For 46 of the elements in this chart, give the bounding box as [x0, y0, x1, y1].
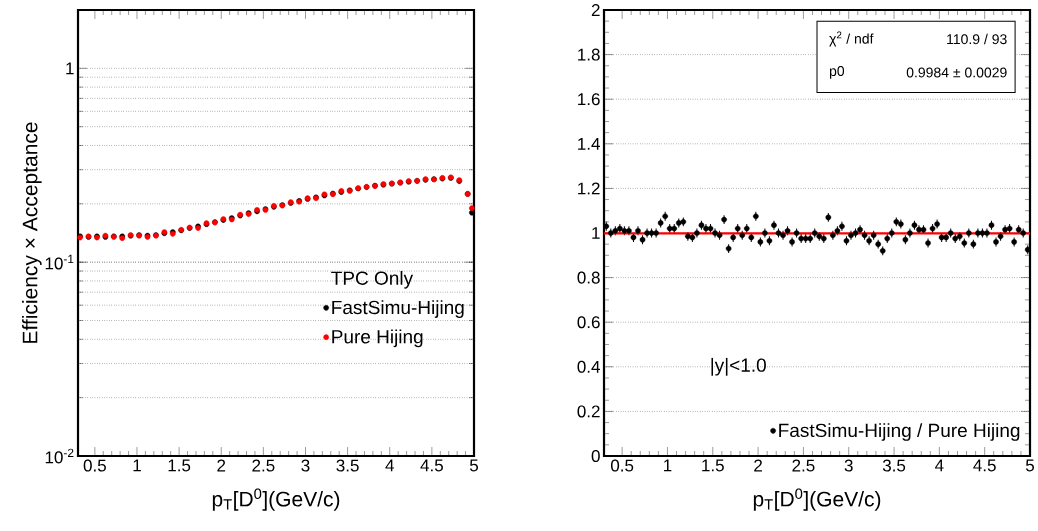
legend-label: FastSimu-Hijing: [332, 300, 464, 318]
x-tick-label: 4: [385, 459, 394, 472]
x-tick-label: 3: [301, 459, 310, 472]
legend-label: FastSimu-Hijing / Pure Hijing: [779, 423, 1020, 441]
x-tick-label: 4.5: [973, 459, 996, 472]
x-tick-label: 2.5: [252, 459, 275, 472]
annotation: χ$^{2}$ / ndf: [829, 31, 874, 47]
y-tick-label: 10$^{-2}$: [45, 448, 74, 464]
x-tick-label: 3.5: [882, 459, 906, 472]
annotation: 110.9 / 93: [947, 33, 1007, 45]
y-tick-label: 1: [66, 62, 74, 75]
y-tick-label: 1: [592, 227, 600, 239]
x-tick-label: 1.5: [702, 459, 724, 472]
y-tick-label: 0: [591, 449, 600, 463]
annotation: |y|<1.0: [711, 357, 766, 376]
x-tick-label: 2: [754, 459, 762, 472]
annotation: p0: [829, 66, 845, 79]
y-tick-label: 10$^{-1}$: [45, 254, 74, 270]
legend-label: Pure Hijing: [332, 329, 423, 348]
y-tick-label: 2: [591, 4, 600, 16]
x-tick-label: 3: [844, 459, 853, 472]
x-tick-label: 3.5: [336, 459, 359, 472]
y-tick-label: 1.6: [578, 93, 600, 106]
x-tick-label: 1: [664, 459, 672, 472]
y-tick-label: 0.4: [577, 360, 600, 373]
x-tick-label: 4: [935, 459, 944, 472]
x-tick-label: 1.5: [168, 459, 191, 472]
y-tick-label: 1.2: [578, 182, 600, 195]
x-tick-label: 1: [133, 459, 141, 472]
x-tick-label: 5: [1025, 459, 1035, 472]
x-axis-title: p$_{T}$[D$^{0}$](GeV/c): [212, 488, 340, 511]
x-tick-label: 5: [469, 459, 479, 472]
x-tick-label: 0.5: [83, 459, 106, 472]
x-tick-label: 2.5: [792, 459, 815, 472]
y-tick-label: 1.4: [578, 137, 600, 150]
x-tick-label: 0.5: [610, 459, 634, 472]
legend-title: TPC Only: [331, 270, 414, 289]
y-tick-label: 0.6: [577, 316, 600, 329]
x-axis-title: p$_{T}$[D$^{0}$](GeV/c): [753, 488, 881, 511]
y-tick-label: 0.8: [577, 271, 600, 284]
x-tick-label: 4.5: [420, 459, 443, 472]
y-tick-label: 1.8: [578, 48, 600, 61]
x-tick-label: 2: [217, 459, 226, 472]
y-axis-title: Efficiency × Acceptance: [22, 122, 42, 343]
annotation: 0.9984 ± 0.0029: [906, 67, 1007, 78]
y-tick-label: 0.2: [577, 405, 600, 418]
